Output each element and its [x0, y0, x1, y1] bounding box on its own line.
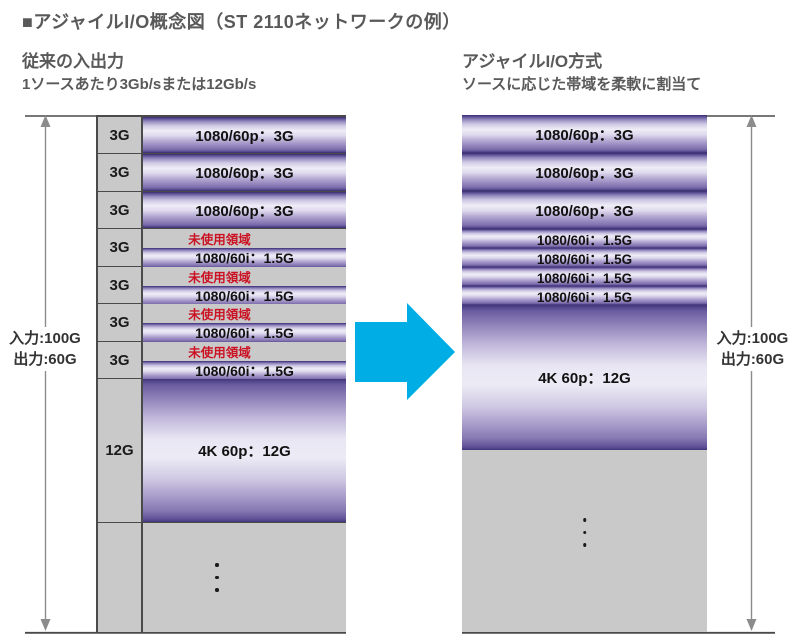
free-space-area: [143, 523, 346, 632]
bar-label: 1080/60i：1.5G: [536, 270, 633, 286]
bandwidth-bar: 1080/60i：1.5G: [462, 248, 707, 267]
legacy-io-diagram: 3G 1080/60p：3G 3G 1080/60p：3G 3G 1080/60…: [96, 115, 346, 632]
legacy-row-free: [98, 523, 346, 632]
agile-io-diagram: 1080/60p：3G 1080/60p：3G 1080/60p：3G 1080…: [462, 115, 707, 632]
capacity-cell: 3G: [98, 342, 143, 378]
bandwidth-bar: 4K 60p：12G: [462, 305, 707, 450]
bar-label: 1080/60i：1.5G: [195, 250, 294, 266]
bar-label: 4K 60p：12G: [538, 370, 631, 387]
bar-label: 1080/60p：3G: [195, 127, 294, 145]
used-sub-bar: 1080/60i：1.5G: [143, 323, 346, 343]
unused-area: 未使用領域: [143, 229, 346, 248]
legacy-row-1080i-1: 3G 未使用領域 1080/60i：1.5G: [98, 229, 346, 268]
io-capacity-label-right: 入力:100G 出力:60G: [708, 327, 797, 371]
capacity-cell-empty: [98, 523, 143, 632]
right-panel-subheading: ソースに応じた帯域を柔軟に割当て: [462, 76, 702, 93]
left-panel-heading: 従来の入出力: [22, 52, 124, 71]
bandwidth-bar: 4K 60p：12G: [143, 379, 346, 522]
bandwidth-bar: 1080/60p：3G: [462, 115, 707, 153]
capacity-cell: 3G: [98, 117, 143, 153]
capacity-cell: 3G: [98, 304, 143, 341]
legacy-row-1080p-2: 3G 1080/60p：3G: [98, 154, 346, 192]
bar-label: 1080/60p：3G: [535, 126, 634, 144]
io-capacity-label-left: 入力:100G 出力:60G: [2, 327, 88, 371]
bar-label: 1080/60i：1.5G: [195, 363, 294, 379]
unused-area-label: 未使用領域: [188, 346, 251, 360]
bandwidth-bar: 1080/60p：3G: [143, 154, 346, 191]
left-panel-subheading: 1ソースあたり3Gb/sまたは12Gb/s: [22, 76, 257, 93]
io-input-value: 入力:100G: [9, 330, 81, 347]
legacy-row-1080i-2: 3G 未使用領域 1080/60i：1.5G: [98, 267, 346, 306]
legacy-row-1080i-3: 3G 未使用領域 1080/60i：1.5G: [98, 304, 346, 343]
legacy-row-1080p-3: 3G 1080/60p：3G: [98, 192, 346, 229]
bandwidth-bar: 1080/60p：3G: [143, 117, 346, 153]
bandwidth-bar: 未使用領域 1080/60i：1.5G: [143, 304, 346, 343]
bandwidth-bar: 1080/60p：3G: [143, 192, 346, 228]
capacity-cell: 3G: [98, 267, 143, 303]
used-sub-bar: 1080/60i：1.5G: [143, 248, 346, 268]
unused-area: 未使用領域: [143, 304, 346, 323]
bar-label: 1080/60p：3G: [535, 164, 634, 182]
bar-label: 4K 60p：12G: [198, 443, 291, 460]
right-panel-heading: アジャイルI/O方式: [462, 52, 603, 71]
bar-label: 1080/60i：1.5G: [536, 251, 633, 267]
bandwidth-bar: 未使用領域 1080/60i：1.5G: [143, 267, 346, 306]
free-space-area: [462, 450, 707, 632]
bandwidth-bar: 1080/60i：1.5G: [462, 229, 707, 248]
unused-area-label: 未使用領域: [188, 233, 251, 247]
legacy-row-1080p-1: 3G 1080/60p：3G: [98, 117, 346, 154]
io-input-value: 入力:100G: [716, 330, 789, 347]
capacity-cell: 3G: [98, 229, 143, 266]
bar-label: 1080/60i：1.5G: [536, 232, 633, 248]
bandwidth-bar: 1080/60p：3G: [462, 191, 707, 229]
bar-label: 1080/60p：3G: [195, 202, 294, 220]
used-sub-bar: 1080/60i：1.5G: [143, 361, 346, 381]
left-measure-arrow-down-icon: [40, 619, 51, 631]
transform-arrow-icon: [355, 303, 455, 400]
bar-label: 1080/60i：1.5G: [536, 289, 633, 305]
bandwidth-bar: 1080/60i：1.5G: [462, 286, 707, 305]
bandwidth-bar: 1080/60i：1.5G: [462, 267, 707, 286]
bandwidth-bar: 1080/60p：3G: [462, 153, 707, 191]
bar-label: 1080/60i：1.5G: [195, 288, 294, 304]
page-title: ■アジャイルI/O概念図（ST 2110ネットワークの例）: [22, 12, 461, 32]
legacy-row-4k: 12G 4K 60p：12G: [98, 379, 346, 523]
left-measure-arrow-up-icon: [40, 115, 51, 127]
capacity-cell: 3G: [98, 154, 143, 191]
ellipsis-dots: [582, 518, 587, 547]
used-sub-bar: 1080/60i：1.5G: [143, 286, 346, 306]
unused-area-label: 未使用領域: [188, 308, 251, 322]
io-output-value: 出力:60G: [13, 351, 77, 368]
bandwidth-bar: 未使用領域 1080/60i：1.5G: [143, 229, 346, 268]
ellipsis-dots: [215, 563, 219, 592]
right-measure-arrow-up-icon: [746, 115, 757, 127]
bar-label: 1080/60p：3G: [535, 202, 634, 220]
bar-label: 1080/60p：3G: [195, 165, 294, 182]
bandwidth-bar: 未使用領域 1080/60i：1.5G: [143, 342, 346, 381]
io-output-value: 出力:60G: [720, 351, 785, 368]
unused-area: 未使用領域: [143, 342, 346, 361]
unused-area: 未使用領域: [143, 267, 346, 286]
capacity-cell: 3G: [98, 192, 143, 228]
unused-area-label: 未使用領域: [188, 271, 251, 285]
legacy-row-1080i-4: 3G 未使用領域 1080/60i：1.5G: [98, 342, 346, 381]
right-measure-arrow-down-icon: [746, 619, 757, 631]
bar-label: 1080/60i：1.5G: [195, 325, 294, 341]
capacity-cell: 12G: [98, 379, 143, 522]
